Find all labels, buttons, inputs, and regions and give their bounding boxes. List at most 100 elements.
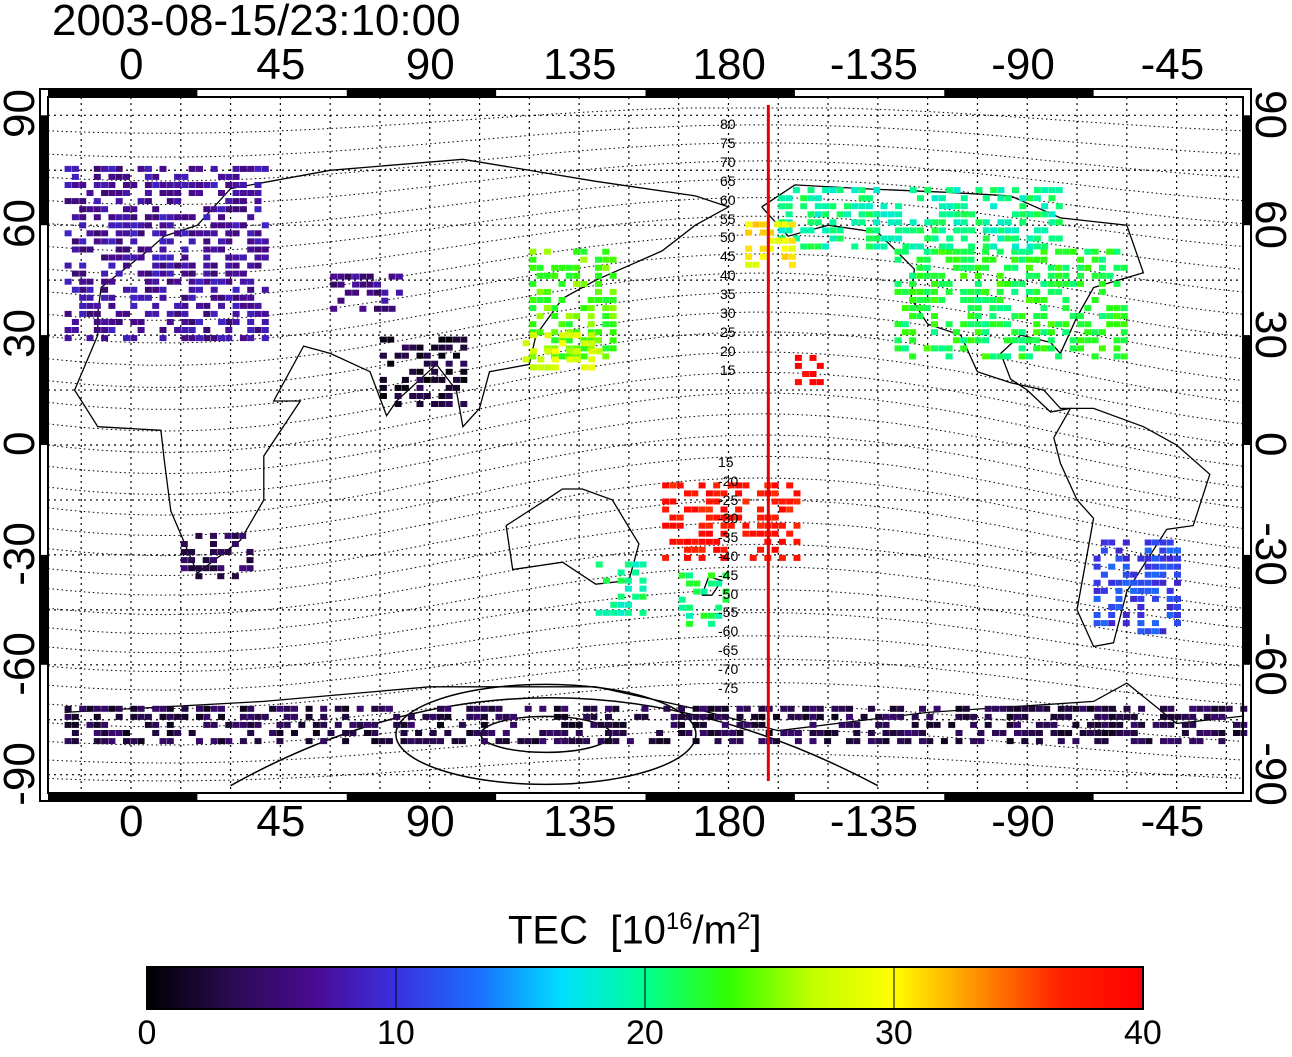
tec-cell	[225, 206, 233, 213]
tec-cell	[974, 288, 982, 295]
tec-cell	[181, 262, 189, 269]
tec-cell	[851, 219, 859, 226]
tec-cell	[188, 549, 196, 555]
tec-cell	[851, 243, 859, 250]
tec-cell	[1123, 730, 1131, 736]
tec-cell	[836, 211, 844, 218]
tec-cell	[342, 705, 350, 712]
tec-cell	[989, 297, 997, 303]
tec-cell	[794, 738, 802, 745]
tec-cell	[793, 490, 801, 497]
tec-cell	[583, 713, 591, 720]
tec-cell	[551, 337, 559, 344]
tec-cell	[415, 730, 423, 736]
tec-cell	[996, 353, 1004, 360]
tec-cell	[196, 190, 203, 196]
tec-cell	[853, 721, 861, 728]
tec-cell	[232, 222, 240, 229]
tec-cell	[595, 297, 602, 303]
tec-cell	[705, 522, 713, 529]
tec-cell	[429, 738, 437, 745]
tec-cell	[152, 730, 160, 736]
tec-cell	[529, 353, 537, 360]
tec-cell	[495, 738, 503, 745]
tec-cell	[745, 221, 753, 228]
tec-cell	[86, 230, 94, 237]
colorbar-unit-exp2: 2	[736, 908, 751, 935]
tec-cell	[809, 705, 817, 712]
tec-cell	[337, 281, 345, 288]
tec-cell	[938, 195, 946, 202]
tec-cell	[152, 705, 160, 712]
tec-cell	[720, 546, 728, 553]
tec-cell	[989, 305, 997, 312]
tec-cell	[1026, 211, 1034, 218]
tec-cell	[445, 360, 453, 367]
tec-cell	[1218, 730, 1226, 736]
tec-cell	[931, 219, 939, 226]
tec-cell	[1091, 248, 1099, 255]
tec-cell	[1189, 721, 1197, 728]
tec-cell	[686, 620, 693, 627]
tec-cell	[64, 165, 72, 172]
tec-cell	[605, 705, 612, 712]
tec-cell	[1113, 345, 1121, 352]
tec-region-central-asia	[330, 273, 403, 312]
tec-cell	[93, 319, 101, 325]
tec-cell	[1004, 219, 1012, 226]
tec-cell	[575, 738, 583, 745]
tec-cell	[71, 246, 79, 253]
frame-bar	[1243, 335, 1251, 445]
tec-cell	[897, 738, 905, 745]
tec-cell	[137, 738, 145, 745]
tec-cell	[989, 256, 997, 263]
tec-cell	[64, 310, 72, 317]
maglat-label-north: 80	[720, 116, 736, 132]
tec-cell	[225, 222, 233, 229]
tec-cell	[458, 738, 466, 745]
tec-cell	[144, 286, 152, 293]
tec-cell	[232, 721, 240, 728]
tec-region-australia	[595, 561, 647, 616]
tec-cell	[931, 195, 939, 202]
tec-cell	[79, 286, 87, 293]
tec-cell	[875, 721, 883, 728]
tec-cell	[174, 730, 182, 736]
tec-cell	[115, 246, 123, 253]
tec-cell	[609, 321, 617, 328]
tec-cell	[722, 572, 730, 579]
maglat-label-north: 30	[720, 305, 736, 321]
tec-cell	[174, 278, 182, 285]
tec-region-alaska-west	[745, 221, 796, 268]
tec-cell	[590, 713, 598, 720]
tec-cell	[1108, 579, 1116, 586]
tec-cell	[359, 273, 367, 280]
tec-cell	[144, 182, 152, 188]
tec-cell	[882, 738, 890, 745]
tec-cell	[210, 182, 218, 188]
tec-region-south-china	[522, 332, 603, 371]
tec-cell	[1011, 329, 1019, 336]
tec-cell	[1160, 705, 1167, 712]
tec-cell	[166, 713, 174, 720]
tec-cell	[1011, 256, 1019, 263]
tec-cell	[686, 612, 693, 619]
tec-cell	[174, 198, 182, 205]
tec-cell	[218, 738, 225, 745]
tec-cell	[771, 498, 779, 505]
tec-cell	[1047, 272, 1055, 279]
maglat-contour	[47, 413, 1244, 495]
tec-cell	[130, 206, 138, 213]
tec-cell	[809, 713, 817, 720]
frame-bar	[40, 115, 48, 226]
tec-cell	[602, 264, 610, 271]
tec-cell	[931, 329, 938, 336]
tec-cell	[1233, 730, 1240, 736]
tec-cell	[684, 538, 691, 545]
tec-cell	[1041, 187, 1049, 194]
tec-cell	[781, 237, 789, 244]
tec-cell	[605, 721, 612, 728]
tec-cell	[1174, 604, 1181, 610]
maglat-label-north: 35	[720, 286, 736, 303]
